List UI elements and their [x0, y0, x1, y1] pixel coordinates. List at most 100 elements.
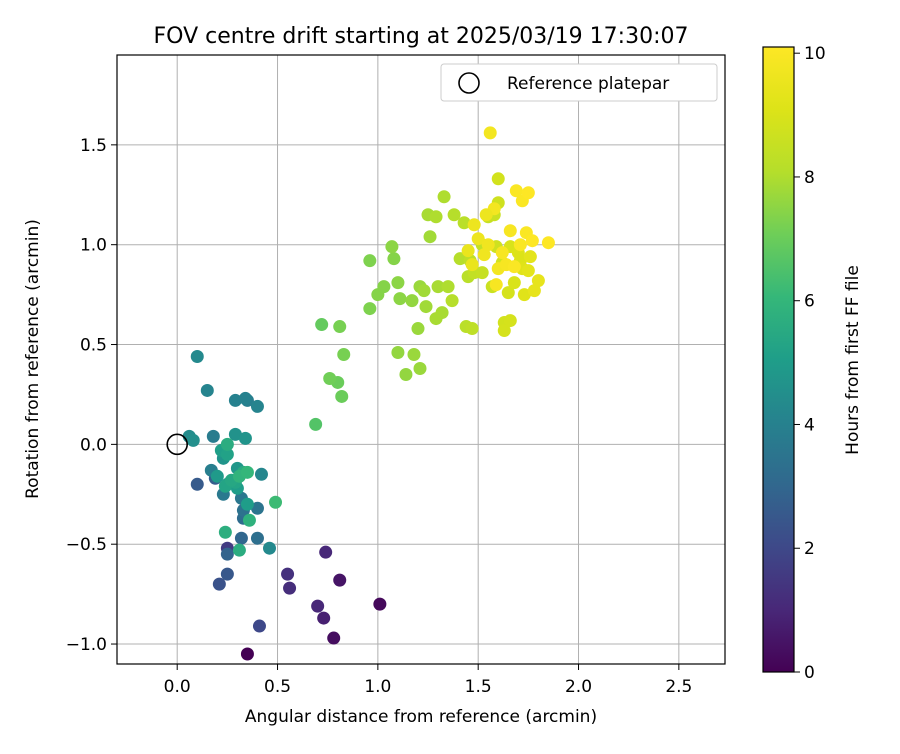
data-point — [239, 432, 252, 445]
data-point — [442, 280, 455, 293]
data-point — [207, 430, 220, 443]
data-point — [484, 126, 497, 139]
colorbar-tick-label: 2 — [804, 539, 815, 559]
data-point — [508, 276, 521, 289]
data-point — [387, 252, 400, 265]
data-point — [542, 236, 555, 249]
data-point — [391, 276, 404, 289]
data-point — [191, 350, 204, 363]
colorbar-tick-label: 0 — [804, 663, 815, 683]
data-point — [466, 258, 479, 271]
data-point — [405, 294, 418, 307]
colorbar-tick-label: 10 — [804, 44, 826, 64]
data-point — [490, 278, 503, 291]
y-tick-label: 1.5 — [80, 136, 107, 156]
data-point — [269, 496, 282, 509]
data-point — [187, 434, 200, 447]
data-point — [335, 390, 348, 403]
data-point — [251, 400, 264, 413]
data-point — [430, 210, 443, 223]
data-point — [482, 238, 495, 251]
x-tick-label: 0.0 — [164, 677, 191, 697]
x-axis-ticks: 0.0 0.5 1.0 1.5 2.0 2.5 — [164, 664, 693, 697]
data-point — [420, 300, 433, 313]
y-tick-label: −1.0 — [66, 635, 107, 655]
colorbar-tick-label: 6 — [804, 292, 815, 312]
data-point — [413, 362, 426, 375]
colorbar: 0 2 4 6 8 10 Hours from first FF file — [763, 44, 863, 683]
data-point — [363, 254, 376, 267]
data-point — [241, 648, 254, 661]
data-point — [466, 322, 479, 335]
data-point — [492, 172, 505, 185]
data-point — [263, 542, 276, 555]
data-point — [221, 548, 234, 561]
data-point — [393, 292, 406, 305]
data-point — [283, 582, 296, 595]
data-point — [436, 306, 449, 319]
y-tick-label: −0.5 — [66, 535, 107, 555]
data-points — [183, 126, 555, 660]
data-point — [239, 392, 252, 405]
data-point — [399, 368, 412, 381]
x-tick-label: 2.0 — [565, 677, 592, 697]
x-tick-label: 2.5 — [665, 677, 692, 697]
data-point — [514, 238, 527, 251]
data-point — [504, 314, 517, 327]
colorbar-label: Hours from first FF file — [843, 265, 863, 455]
colorbar-tick-label: 8 — [804, 168, 815, 188]
data-point — [480, 208, 493, 221]
y-axis-ticks: −1.0 −0.5 0.0 0.5 1.0 1.5 — [66, 136, 117, 655]
data-point — [462, 244, 475, 257]
data-point — [391, 346, 404, 359]
chart-title: FOV centre drift starting at 2025/03/19 … — [154, 24, 689, 49]
data-point — [233, 544, 246, 557]
colorbar-ticks: 0 2 4 6 8 10 — [794, 44, 826, 683]
grid-lines — [117, 55, 725, 664]
plot-frame — [117, 55, 725, 664]
data-point — [411, 322, 424, 335]
legend: Reference platepar — [441, 64, 717, 101]
data-point — [528, 284, 541, 297]
legend-label: Reference platepar — [507, 74, 669, 94]
data-point — [337, 348, 350, 361]
data-point — [241, 466, 254, 479]
data-point — [424, 230, 437, 243]
x-tick-label: 1.5 — [465, 677, 492, 697]
data-point — [219, 526, 232, 539]
data-point — [526, 234, 539, 247]
data-point — [418, 284, 431, 297]
data-point — [309, 418, 322, 431]
x-tick-label: 1.0 — [364, 677, 391, 697]
data-point — [446, 294, 459, 307]
data-point — [468, 218, 481, 231]
colorbar-gradient — [763, 47, 794, 672]
data-point — [221, 568, 234, 581]
x-axis-label: Angular distance from reference (arcmin) — [245, 707, 597, 727]
data-point — [253, 620, 266, 633]
data-point — [255, 468, 268, 481]
y-tick-label: 1.0 — [80, 236, 107, 256]
y-tick-label: 0.0 — [80, 435, 107, 455]
data-point — [317, 612, 330, 625]
data-point — [363, 302, 376, 315]
data-point — [243, 514, 256, 527]
data-point — [315, 318, 328, 331]
data-point — [522, 264, 535, 277]
data-point — [327, 632, 340, 645]
data-point — [241, 498, 254, 511]
data-point — [496, 246, 509, 259]
data-point — [385, 240, 398, 253]
data-point — [504, 224, 517, 237]
data-point — [508, 260, 521, 273]
data-point — [333, 320, 346, 333]
colorbar-tick-label: 4 — [804, 415, 815, 435]
x-tick-label: 0.5 — [264, 677, 291, 697]
data-point — [323, 372, 336, 385]
data-point — [201, 384, 214, 397]
data-point — [524, 250, 537, 263]
data-point — [438, 190, 451, 203]
data-point — [251, 532, 264, 545]
